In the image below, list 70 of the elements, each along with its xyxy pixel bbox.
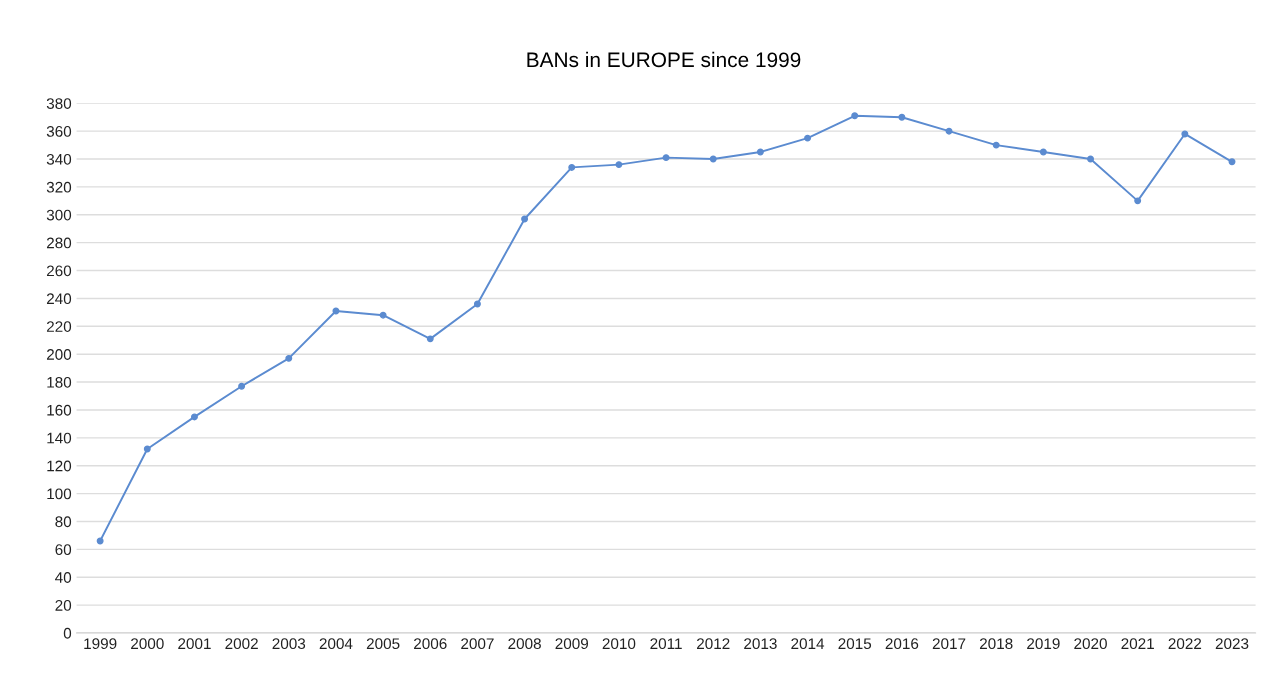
point [143,445,151,453]
y-tick-label: 60 [55,544,72,556]
point [898,113,906,121]
point [804,134,812,142]
chart-title: BANs in EUROPE since 1999 [527,51,801,68]
y-tick-label: 260 [46,265,72,277]
y-tick-label: 140 [47,432,72,444]
y-tick-label: 320 [46,181,72,193]
y-tick-label: 240 [46,293,72,305]
point [756,148,764,156]
point [473,300,481,308]
x-tick-label: 2023 [1215,638,1249,650]
point [851,112,859,120]
point [1181,130,1189,138]
point [709,155,717,163]
y-tick-label: 20 [55,599,72,611]
y-tick-label: 220 [46,321,72,332]
y-tick-label: 120 [47,460,72,472]
point [426,335,434,343]
x-tick-label: 2007 [461,638,494,650]
y-tick-label: 200 [46,349,72,360]
point [238,382,246,390]
point [190,413,198,421]
x-tick-label: 2013 [744,638,777,650]
x-tick-label: 2005 [366,638,400,650]
point [945,127,953,135]
point [662,154,670,162]
point [379,311,387,319]
x-tick-label: 2004 [319,638,353,650]
point [568,163,576,171]
point [992,141,1000,149]
x-tick-label: 2000 [131,638,164,650]
x-tick-label: 2009 [555,638,589,650]
x-tick-label: 2012 [697,638,730,650]
x-tick-label: 2008 [508,638,541,650]
x-tick-label: 2019 [1027,638,1060,650]
x-tick-label: 2010 [602,638,636,650]
x-tick-label: 2021 [1121,638,1154,650]
point [615,161,623,169]
y-tick-label: 100 [47,488,72,500]
point [1228,158,1236,166]
point [285,354,293,362]
y-tick-label: 0 [63,627,72,639]
x-tick-label: 2014 [791,638,825,650]
y-tick-label: 40 [55,572,72,583]
x-tick-label: 2006 [414,638,447,650]
x-tick-label: 2018 [979,638,1013,650]
point [96,537,104,545]
point [521,215,529,223]
y-tick-label: 300 [46,209,72,221]
point [1134,197,1142,205]
x-tick-label: 2016 [885,638,919,650]
y-tick-label: 360 [46,126,72,137]
y-tick-label: 180 [47,376,72,388]
y-tick-label: 380 [46,98,72,109]
x-tick-label: 2002 [225,638,258,650]
x-tick-label: 2011 [650,638,682,650]
x-tick-label: 2017 [932,638,966,650]
x-tick-label: 2015 [838,638,872,650]
x-tick-label: 2020 [1074,638,1107,650]
x-tick-label: 2001 [178,638,211,650]
x-tick-label: 2022 [1168,638,1202,650]
point [1087,155,1094,163]
point [1039,148,1047,156]
x-tick-label: 2003 [272,638,306,650]
y-tick-label: 280 [46,237,72,249]
x-tick-label: 1999 [84,638,117,650]
y-tick-label: 340 [46,153,72,165]
y-tick-label: 160 [47,404,72,416]
y-tick-label: 80 [55,516,72,528]
